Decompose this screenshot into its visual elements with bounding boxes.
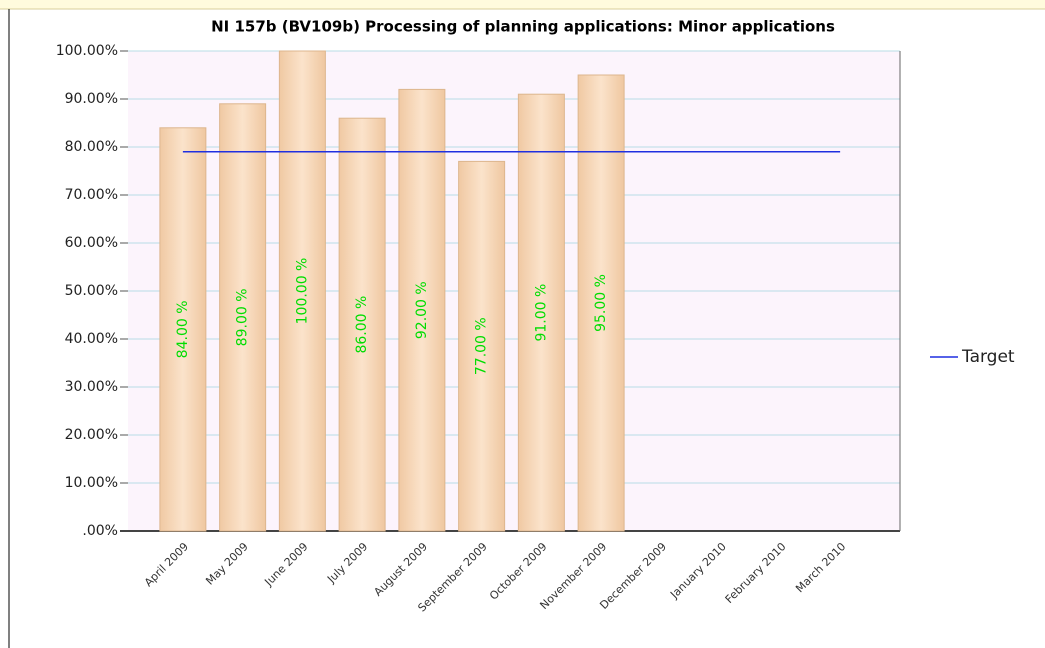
x-tick-label: May 2009 xyxy=(203,540,251,588)
top-band xyxy=(0,0,1045,9)
x-tick-label: February 2010 xyxy=(723,540,789,606)
bar xyxy=(159,127,207,532)
x-tick-label: July 2009 xyxy=(324,540,370,586)
y-tick-label: 100.00% xyxy=(56,43,118,59)
y-tick-label: 10.00% xyxy=(65,475,118,491)
bar xyxy=(219,103,267,532)
bar xyxy=(517,93,565,532)
legend-label: Target xyxy=(961,347,1015,367)
y-tick-label: 60.00% xyxy=(65,235,118,251)
value-label: 84.00 % xyxy=(175,300,191,358)
bar xyxy=(577,74,625,532)
value-label: 77.00 % xyxy=(474,317,490,375)
value-label: 91.00 % xyxy=(533,284,549,342)
value-label: 86.00 % xyxy=(354,296,370,354)
value-label: 89.00 % xyxy=(235,288,251,346)
y-tick-label: 50.00% xyxy=(65,283,118,299)
y-tick-label: .00% xyxy=(82,523,118,539)
y-tick-label: 90.00% xyxy=(65,91,118,107)
x-tick-label: August 2009 xyxy=(371,540,430,599)
value-label: 92.00 % xyxy=(414,281,430,339)
y-tick-label: 20.00% xyxy=(65,427,118,443)
chart-title: NI 157b (BV109b) Processing of planning … xyxy=(211,18,835,36)
bar xyxy=(278,50,326,532)
bar xyxy=(398,88,446,532)
x-tick-label: October 2009 xyxy=(487,540,550,603)
value-label: 100.00 % xyxy=(294,258,310,325)
x-tick-label: April 2009 xyxy=(142,540,191,589)
value-label: 95.00 % xyxy=(593,274,609,332)
bar xyxy=(338,117,386,532)
x-tick-label: January 2010 xyxy=(667,540,729,602)
x-tick-label: December 2009 xyxy=(597,540,669,612)
y-tick-label: 70.00% xyxy=(65,187,118,203)
x-tick-label: March 2010 xyxy=(793,540,848,595)
y-tick-label: 40.00% xyxy=(65,331,118,347)
bar xyxy=(458,160,506,532)
y-tick-label: 80.00% xyxy=(65,139,118,155)
x-tick-label: June 2009 xyxy=(262,540,311,589)
y-tick-label: 30.00% xyxy=(65,379,118,395)
